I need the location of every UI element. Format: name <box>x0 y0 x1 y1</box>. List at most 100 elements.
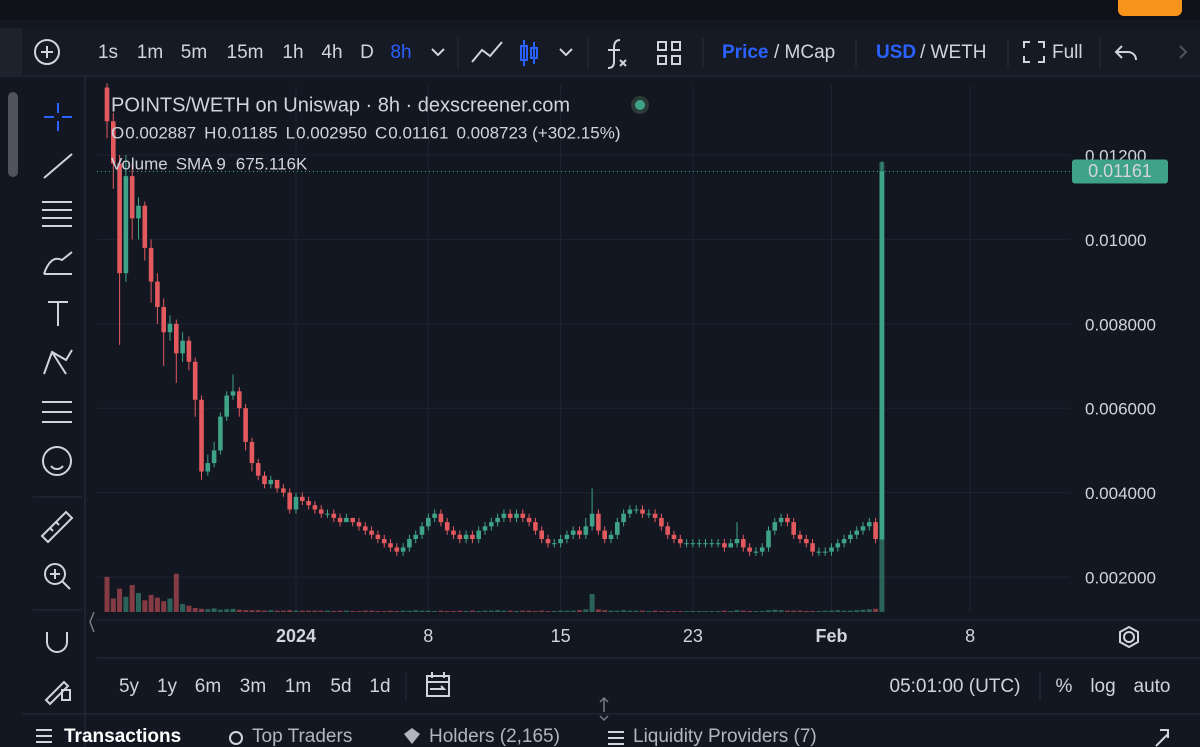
auto-toggle[interactable]: auto <box>1134 676 1171 697</box>
volume-bar <box>249 610 255 612</box>
candle-body <box>243 408 248 442</box>
volume-bar <box>608 610 614 612</box>
volume-bar <box>482 610 488 612</box>
prediction-tool[interactable] <box>42 401 72 423</box>
volume-bar <box>142 600 148 612</box>
candle-body <box>772 522 778 531</box>
volume-bar <box>570 610 576 612</box>
usd-toggle[interactable]: USD <box>876 42 916 63</box>
volume-bar <box>110 598 116 612</box>
interval[interactable]: 1m <box>137 42 163 63</box>
candle-body <box>293 496 299 510</box>
settings-icon[interactable] <box>1119 625 1139 649</box>
candle-body <box>356 522 362 527</box>
zoom-tool[interactable] <box>44 563 66 585</box>
candle-body <box>369 530 374 535</box>
add-symbol-icon[interactable] <box>41 46 53 58</box>
volume-bar <box>406 610 412 612</box>
candle-body <box>747 547 752 552</box>
settings-icon[interactable] <box>1123 631 1135 643</box>
candle-icon[interactable] <box>520 40 538 66</box>
volume-bar <box>835 610 841 612</box>
volume-bar <box>217 609 223 612</box>
lock-tool[interactable] <box>44 680 71 706</box>
volume-bar <box>444 611 450 612</box>
emoji-tool[interactable] <box>42 446 72 476</box>
range[interactable]: 1m <box>285 676 311 697</box>
indicators-icon[interactable] <box>607 39 627 69</box>
layout-icon[interactable] <box>657 41 681 65</box>
candle-body <box>841 539 847 544</box>
volume-bar <box>400 610 406 612</box>
emoji-tool[interactable] <box>50 465 64 470</box>
orange-button[interactable] <box>1118 0 1182 16</box>
range[interactable]: 6m <box>195 676 221 697</box>
volume-bar <box>337 610 343 612</box>
tab-active[interactable]: Transactions <box>64 726 181 747</box>
collapse-arrow[interactable] <box>89 611 95 633</box>
text-tool[interactable] <box>48 301 68 326</box>
candle-body <box>539 530 544 540</box>
candle-body <box>363 526 368 531</box>
undo-icon[interactable] <box>1114 45 1137 61</box>
volume-bar <box>709 611 715 612</box>
fib-tool[interactable] <box>42 201 72 227</box>
volume-bar <box>703 611 708 612</box>
candle-body <box>545 539 551 544</box>
interval[interactable]: 5m <box>181 42 207 63</box>
interval[interactable]: 4h <box>321 42 342 63</box>
weth-toggle[interactable]: / WETH <box>920 42 987 63</box>
tab[interactable]: Top Traders <box>252 726 352 747</box>
left-edge <box>0 28 22 76</box>
fullscreen-icon[interactable] <box>1023 41 1045 63</box>
interval[interactable]: D <box>360 42 374 63</box>
crosshair-tool[interactable] <box>44 103 72 131</box>
volume-bar <box>784 610 790 612</box>
candle-body <box>589 513 595 527</box>
y-tick-label: 0.004000 <box>1085 484 1156 503</box>
volume-bar <box>469 610 475 612</box>
candle-body <box>520 513 526 518</box>
interval[interactable]: 1s <box>98 42 118 63</box>
chart-title: POINTS/WETH on Uniswap · 8h · dexscreene… <box>111 94 570 116</box>
candle-body <box>791 522 796 535</box>
pattern-tool[interactable] <box>43 349 73 375</box>
price-toggle[interactable]: Price <box>722 42 768 63</box>
candle-body <box>615 522 620 535</box>
chevron[interactable] <box>431 48 445 57</box>
last-price-tag <box>1072 159 1168 184</box>
chevron[interactable] <box>559 48 573 57</box>
range[interactable]: 1d <box>369 676 390 697</box>
ruler-tool[interactable] <box>40 510 74 544</box>
range[interactable]: 3m <box>240 676 266 697</box>
full-button[interactable]: Full <box>1052 42 1083 63</box>
goto-date-icon[interactable] <box>426 672 450 697</box>
range[interactable]: 5y <box>119 676 140 697</box>
mcap-toggle[interactable]: / MCap <box>774 42 835 63</box>
resize-handle[interactable] <box>599 696 609 722</box>
candle-body <box>715 543 721 545</box>
range[interactable]: 1y <box>157 676 178 697</box>
brush-tool[interactable] <box>43 251 73 275</box>
magnet-tool[interactable] <box>46 632 68 653</box>
readout-key: L <box>286 123 295 142</box>
add-symbol-icon[interactable] <box>34 39 60 65</box>
tab[interactable]: Liquidity Providers (7) <box>633 726 817 747</box>
y-tick-label: 0.002000 <box>1085 568 1156 587</box>
interval[interactable]: 15m <box>227 42 264 63</box>
candle-body <box>722 543 727 548</box>
volume-bar <box>803 611 809 612</box>
tab[interactable]: Holders (2,165) <box>429 726 560 747</box>
candle-body <box>703 543 708 545</box>
interval[interactable]: 1h <box>282 42 303 63</box>
percent-toggle[interactable]: % <box>1056 676 1073 697</box>
trend-line-tool[interactable] <box>43 153 73 179</box>
line-chart-icon[interactable] <box>471 41 503 63</box>
log-toggle[interactable]: log <box>1090 676 1115 697</box>
expand-icon[interactable] <box>1155 729 1169 747</box>
zoom-tool[interactable] <box>50 569 71 590</box>
interval-active[interactable]: 8h <box>390 42 411 63</box>
range[interactable]: 5d <box>330 676 351 697</box>
y-tick-label: 0.008000 <box>1085 315 1156 334</box>
redo-icon[interactable] <box>1179 45 1188 59</box>
